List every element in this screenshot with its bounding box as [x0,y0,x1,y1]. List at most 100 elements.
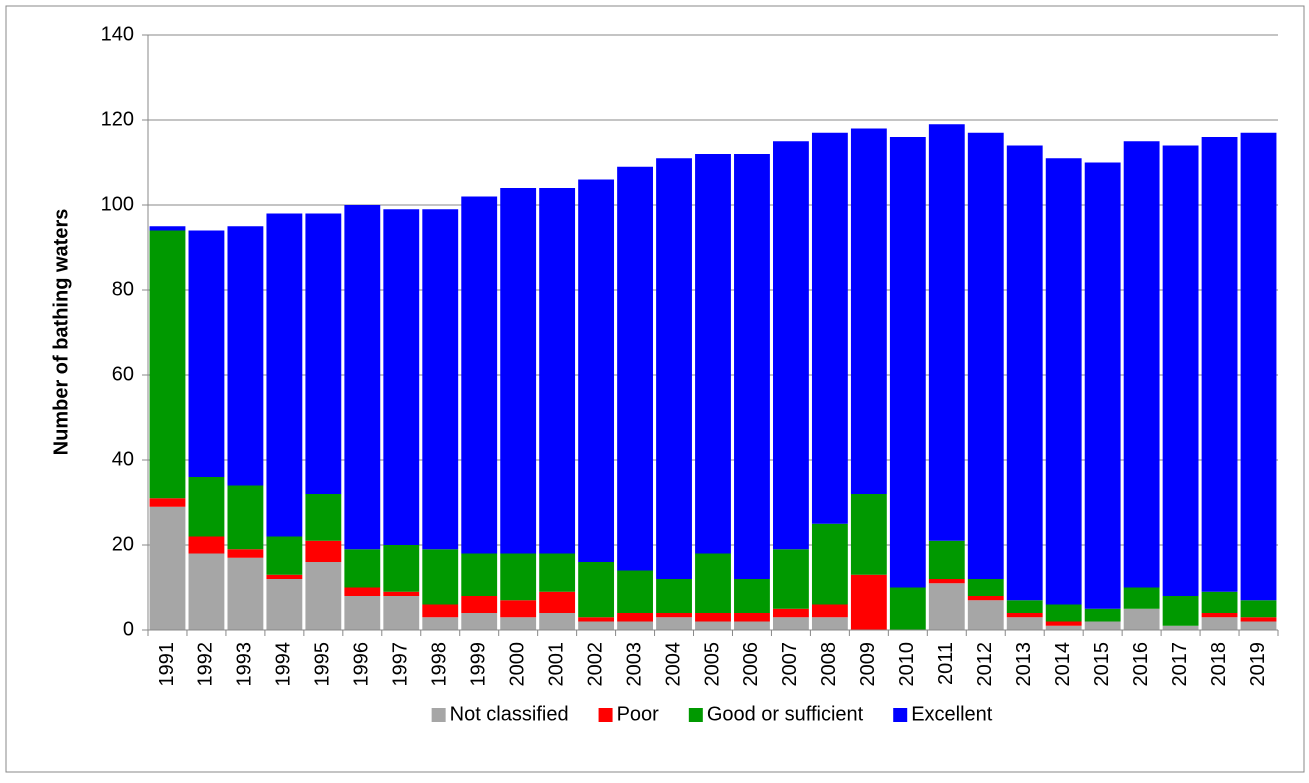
x-tick-label: 1993 [234,642,256,687]
bar-segment [1084,608,1121,622]
y-tick-label: 0 [123,618,134,640]
bar-segment [266,579,303,630]
bar-segment [227,557,264,630]
x-tick-label: 1997 [390,642,412,687]
bar-segment [344,205,381,550]
x-tick-label: 2002 [584,642,606,687]
bar-segment [889,137,926,588]
bar-segment [383,545,420,592]
bar-segment [1045,158,1082,605]
bar-segment [422,617,459,630]
bar-segment [1201,137,1238,592]
bar-segment [1006,617,1043,630]
bar-segment [227,485,264,550]
bar-segment [383,591,420,596]
bar-segment [967,132,1004,579]
legend-swatch [431,708,446,722]
x-tick-label: 2013 [1013,642,1035,687]
bar-segment [656,158,692,579]
bar-segment [811,132,848,524]
x-tick-label: 1994 [273,642,295,687]
bar-segment [149,498,186,507]
bar-segment [1006,613,1043,618]
bar-segment [695,613,731,622]
bar-segment [617,613,653,622]
bar-segment [383,596,420,630]
bar-segment [695,621,731,630]
bar-segment [305,562,342,630]
bar-segment [578,562,615,618]
bar-segment [266,536,303,575]
x-tick-label: 2015 [1091,642,1113,687]
bar-segment [617,570,653,613]
bar-segment [188,553,225,630]
y-tick-label: 80 [112,278,134,300]
bar-segment [656,579,692,613]
bar-segment [773,617,809,630]
bar-segment [266,574,303,579]
x-tick-label: 2017 [1169,642,1191,687]
x-tick-label: 2016 [1130,642,1152,687]
bar-segment [1201,617,1238,630]
bar-segment [1240,621,1277,630]
bar-segment [227,226,264,486]
legend-label: Poor [617,703,660,725]
bar-segment [1123,587,1160,609]
x-tick-label: 2011 [935,642,957,685]
x-tick-label: 2018 [1208,642,1230,687]
legend-label: Not classified [450,703,569,725]
bar-segment [578,617,615,622]
bar-segment [1006,600,1043,613]
bar-segment [1084,621,1121,630]
bar-segment [578,621,615,630]
bar-segment [1162,596,1199,626]
x-tick-label: 1991 [156,642,178,687]
x-tick-label: 1998 [429,642,451,687]
bar-segment [928,583,965,630]
bar-segment [305,540,342,562]
x-tick-label: 2019 [1247,642,1269,687]
bar-segment [1240,600,1277,618]
bar-segment [773,608,809,618]
legend-label: Excellent [911,703,993,725]
bar-segment [422,209,459,550]
bar-segment [656,617,692,630]
bar-segment [266,213,303,537]
bar-segment [461,196,498,554]
bar-segment [500,188,537,554]
bar-segment [500,617,537,630]
bar-segment [967,600,1004,630]
bar-segment [1123,608,1160,630]
bar-segment [500,553,537,601]
bar-segment [773,141,809,550]
bar-segment [617,621,653,630]
bar-segment [305,494,342,541]
y-tick-label: 40 [112,448,134,470]
x-tick-label: 2008 [818,642,840,687]
bar-segment [734,154,770,579]
bar-segment [811,523,848,605]
bar-segment [967,579,1004,596]
bar-segment [539,188,576,554]
bar-segment [1006,145,1043,601]
bar-segment [734,621,770,630]
x-tick-label: 2012 [974,642,996,687]
bar-segment [188,230,225,477]
bar-segment [734,579,770,613]
y-tick-label: 20 [112,533,134,555]
x-tick-label: 2007 [779,642,801,687]
legend-swatch [598,708,613,722]
bar-segment [578,179,615,562]
bar-segment [539,553,576,592]
bar-segment [149,226,186,231]
x-tick-label: 2006 [740,642,762,687]
bar-segment [1162,625,1199,630]
x-tick-label: 2003 [623,642,645,687]
legend-swatch [688,708,703,722]
bar-segment [1201,591,1238,613]
bar-segment [344,596,381,630]
bar-segment [1045,604,1082,622]
bar-segment [422,604,459,618]
y-tick-label: 140 [101,23,134,45]
bar-segment [695,553,731,613]
